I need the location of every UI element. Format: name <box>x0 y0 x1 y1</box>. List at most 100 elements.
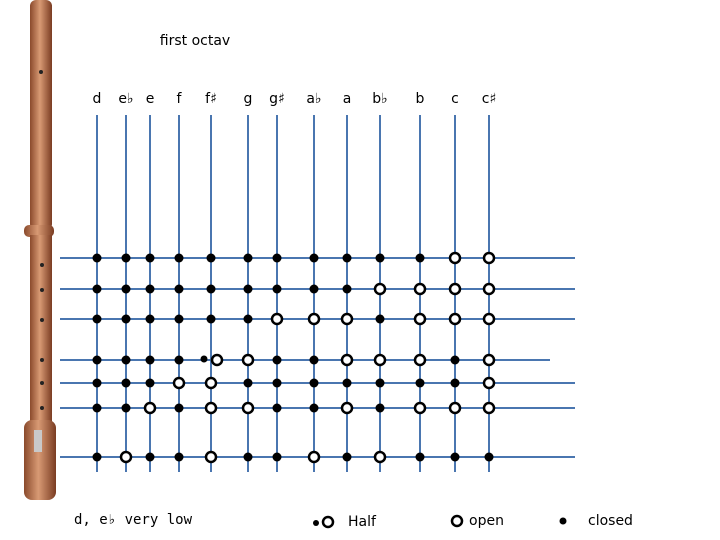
closed-hole <box>375 314 385 324</box>
closed-hole <box>375 403 385 413</box>
open-hole <box>307 450 321 464</box>
open-hole <box>413 312 427 326</box>
open-hole <box>340 312 354 326</box>
legend-open-ring <box>450 514 464 528</box>
closed-hole <box>145 378 155 388</box>
closed-hole <box>243 378 253 388</box>
legend-note: d, e♭ very low <box>74 512 193 528</box>
open-hole <box>204 401 218 415</box>
open-hole <box>413 282 427 296</box>
open-hole <box>241 353 255 367</box>
closed-hole <box>243 452 253 462</box>
closed-hole <box>174 355 184 365</box>
closed-hole <box>145 355 155 365</box>
note-label: g♯ <box>269 91 285 107</box>
closed-hole <box>342 378 352 388</box>
note-label: e♭ <box>118 91 133 107</box>
closed-hole <box>272 378 282 388</box>
closed-hole <box>243 314 253 324</box>
closed-hole <box>206 253 216 263</box>
note-label: g <box>244 91 253 107</box>
closed-hole <box>92 314 102 324</box>
legend-open: open <box>469 513 504 529</box>
closed-hole <box>174 452 184 462</box>
closed-hole <box>342 452 352 462</box>
closed-hole <box>121 253 131 263</box>
closed-hole <box>206 284 216 294</box>
closed-hole <box>174 314 184 324</box>
closed-hole <box>309 355 319 365</box>
note-label: b <box>416 91 425 107</box>
closed-hole <box>243 284 253 294</box>
closed-hole <box>272 253 282 263</box>
open-hole <box>482 312 496 326</box>
note-label: f♯ <box>205 91 217 107</box>
recorder-image <box>24 0 56 500</box>
legend-closed: closed <box>588 513 633 529</box>
open-hole <box>482 282 496 296</box>
open-hole <box>143 401 157 415</box>
closed-hole <box>121 355 131 365</box>
closed-hole <box>309 253 319 263</box>
closed-hole <box>450 355 460 365</box>
closed-hole <box>145 284 155 294</box>
closed-hole <box>174 403 184 413</box>
open-hole <box>172 376 186 390</box>
closed-hole <box>450 378 460 388</box>
closed-hole <box>121 378 131 388</box>
open-hole <box>482 353 496 367</box>
open-hole <box>413 353 427 367</box>
note-label: d <box>93 91 102 107</box>
closed-hole <box>309 403 319 413</box>
closed-hole <box>92 403 102 413</box>
open-hole <box>307 312 321 326</box>
closed-hole <box>415 378 425 388</box>
closed-hole <box>375 378 385 388</box>
half-hole-dot <box>200 355 208 363</box>
closed-hole <box>272 452 282 462</box>
open-hole <box>340 353 354 367</box>
note-label: c <box>451 91 459 107</box>
legend-half-ring <box>321 515 335 529</box>
closed-hole <box>92 378 102 388</box>
open-hole <box>482 251 496 265</box>
note-label: a <box>343 91 352 107</box>
open-hole <box>482 376 496 390</box>
open-hole <box>241 401 255 415</box>
closed-hole <box>206 314 216 324</box>
closed-hole <box>375 253 385 263</box>
legend-closed-dot <box>559 517 567 525</box>
note-label: e <box>146 91 155 107</box>
open-hole <box>373 282 387 296</box>
closed-hole <box>450 452 460 462</box>
legend-half-dot <box>313 520 319 526</box>
open-hole <box>373 353 387 367</box>
closed-hole <box>272 403 282 413</box>
closed-hole <box>174 284 184 294</box>
closed-hole <box>272 355 282 365</box>
closed-hole <box>415 452 425 462</box>
open-hole <box>448 282 462 296</box>
closed-hole <box>92 284 102 294</box>
closed-hole <box>272 284 282 294</box>
open-hole <box>204 450 218 464</box>
note-label: f <box>177 91 183 107</box>
closed-hole <box>145 253 155 263</box>
open-hole <box>119 450 133 464</box>
open-hole <box>204 376 218 390</box>
closed-hole <box>484 452 494 462</box>
title: first octav <box>160 33 230 49</box>
closed-hole <box>92 452 102 462</box>
closed-hole <box>92 253 102 263</box>
open-hole <box>340 401 354 415</box>
closed-hole <box>309 284 319 294</box>
closed-hole <box>309 378 319 388</box>
open-hole <box>413 401 427 415</box>
open-hole <box>448 251 462 265</box>
note-label: c♯ <box>482 91 496 107</box>
closed-hole <box>174 253 184 263</box>
legend-half: Half <box>348 514 377 530</box>
closed-hole <box>121 314 131 324</box>
note-label: a♭ <box>306 91 321 107</box>
